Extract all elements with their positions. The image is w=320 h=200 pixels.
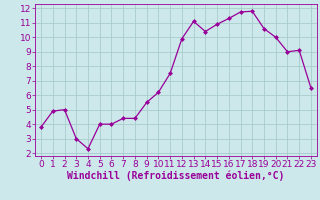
X-axis label: Windchill (Refroidissement éolien,°C): Windchill (Refroidissement éolien,°C) (67, 171, 285, 181)
